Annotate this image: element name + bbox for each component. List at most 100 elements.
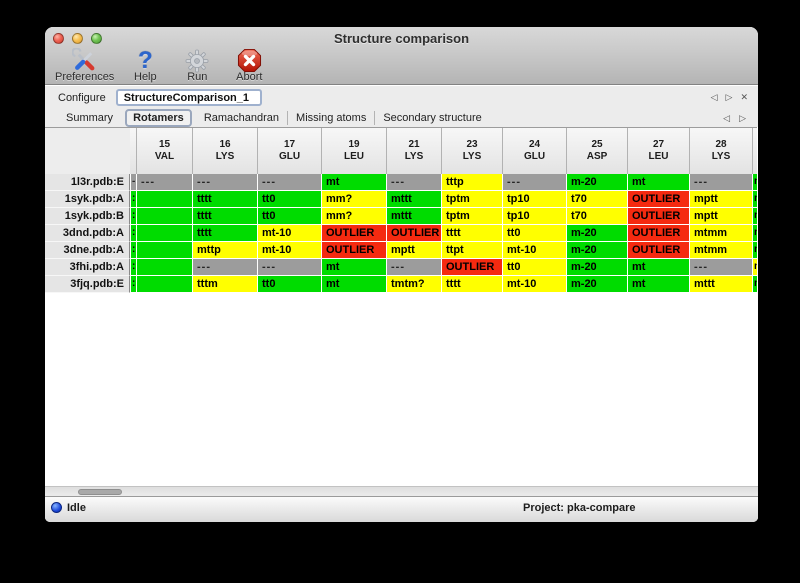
preferences-button[interactable]: Preferences [55,48,114,83]
cell-3fjq.pdb:E-15[interactable] [136,276,192,293]
cell-clipped-left[interactable]: : [130,191,136,208]
cell-3dne.pdb:A-21[interactable]: mptt [386,242,441,259]
configure-name-input[interactable]: StructureComparison_1 [115,89,262,106]
cell-1syk.pdb:A-24[interactable]: tp10 [502,191,566,208]
close-window-button[interactable] [53,33,64,44]
cell-clipped-right[interactable]: m [752,276,757,293]
cell-3dne.pdb:A-16[interactable]: mttp [192,242,257,259]
cell-3fjq.pdb:E-16[interactable]: tttm [192,276,257,293]
cell-3fjq.pdb:E-17[interactable]: tt0 [257,276,321,293]
cell-3fhi.pdb:A-27[interactable]: mt [627,259,689,276]
cell-3fjq.pdb:E-27[interactable]: mt [627,276,689,293]
cell-1l3r.pdb:E-25[interactable]: m-20 [566,174,627,191]
cell-1syk.pdb:B-15[interactable] [136,208,192,225]
titlebar[interactable]: Structure comparison [45,27,758,49]
cell-1l3r.pdb:E-28[interactable]: --- [689,174,752,191]
cell-1l3r.pdb:E-23[interactable]: tttp [441,174,502,191]
cell-3fhi.pdb:A-24[interactable]: tt0 [502,259,566,276]
cell-clipped-right[interactable]: m [752,225,757,242]
tabs-next-icon[interactable]: ▷ [739,112,746,123]
cell-1syk.pdb:A-28[interactable]: mptt [689,191,752,208]
cell-3fjq.pdb:E-25[interactable]: m-20 [566,276,627,293]
cell-3dnd.pdb:A-16[interactable]: tttt [192,225,257,242]
cell-3dnd.pdb:A-21[interactable]: OUTLIER [386,225,441,242]
cell-3fjq.pdb:E-24[interactable]: mt-10 [502,276,566,293]
minimize-window-button[interactable] [72,33,83,44]
horizontal-scrollbar-thumb[interactable] [78,489,122,495]
cell-clipped-left[interactable]: : [130,242,136,259]
cell-3fhi.pdb:A-21[interactable]: --- [386,259,441,276]
cell-3fjq.pdb:E-28[interactable]: mttt [689,276,752,293]
panel-next-icon[interactable]: ▷ [725,92,733,102]
cell-3dnd.pdb:A-24[interactable]: tt0 [502,225,566,242]
cell-1syk.pdb:B-16[interactable]: tttt [192,208,257,225]
cell-1syk.pdb:B-25[interactable]: t70 [566,208,627,225]
help-button[interactable]: ? Help [124,48,166,83]
tab-secondary-structure[interactable]: Secondary structure [374,111,489,125]
cell-clipped-right[interactable]: m [752,242,757,259]
cell-1l3r.pdb:E-15[interactable]: --- [136,174,192,191]
cell-clipped-left[interactable]: : [130,208,136,225]
cell-1syk.pdb:A-27[interactable]: OUTLIER [627,191,689,208]
cell-3fhi.pdb:A-19[interactable]: mt [321,259,386,276]
cell-3fhi.pdb:A-15[interactable] [136,259,192,276]
cell-1syk.pdb:B-27[interactable]: OUTLIER [627,208,689,225]
cell-clipped-right[interactable]: m [752,174,757,191]
cell-1syk.pdb:A-16[interactable]: tttt [192,191,257,208]
cell-3fjq.pdb:E-23[interactable]: tttt [441,276,502,293]
cell-1syk.pdb:A-21[interactable]: mttt [386,191,441,208]
cell-1syk.pdb:A-17[interactable]: tt0 [257,191,321,208]
cell-1syk.pdb:B-23[interactable]: tptm [441,208,502,225]
panel-prev-icon[interactable]: ◁ [710,92,718,102]
cell-1syk.pdb:A-15[interactable] [136,191,192,208]
cell-1syk.pdb:B-17[interactable]: tt0 [257,208,321,225]
cell-3dne.pdb:A-24[interactable]: mt-10 [502,242,566,259]
cell-clipped-left[interactable]: : [130,276,136,293]
cell-1syk.pdb:B-21[interactable]: mttt [386,208,441,225]
cell-3dne.pdb:A-19[interactable]: OUTLIER [321,242,386,259]
cell-3fhi.pdb:A-23[interactable]: OUTLIER [441,259,502,276]
cell-3fjq.pdb:E-21[interactable]: tmtm? [386,276,441,293]
cell-3dnd.pdb:A-19[interactable]: OUTLIER [321,225,386,242]
cell-3dnd.pdb:A-17[interactable]: mt-10 [257,225,321,242]
cell-1l3r.pdb:E-17[interactable]: --- [257,174,321,191]
cell-1l3r.pdb:E-19[interactable]: mt [321,174,386,191]
cell-clipped-right[interactable]: m [752,191,757,208]
cell-1l3r.pdb:E-27[interactable]: mt [627,174,689,191]
cell-clipped-left[interactable]: : [130,259,136,276]
cell-1syk.pdb:A-19[interactable]: mm? [321,191,386,208]
tab-missing-atoms[interactable]: Missing atoms [287,111,374,125]
cell-3fhi.pdb:A-17[interactable]: --- [257,259,321,276]
horizontal-scrollbar[interactable] [45,486,758,496]
cell-3dnd.pdb:A-27[interactable]: OUTLIER [627,225,689,242]
cell-1syk.pdb:B-24[interactable]: tp10 [502,208,566,225]
cell-1syk.pdb:B-19[interactable]: mm? [321,208,386,225]
tab-ramachandran[interactable]: Ramachandran [203,112,280,124]
cell-3dne.pdb:A-15[interactable] [136,242,192,259]
cell-3dnd.pdb:A-25[interactable]: m-20 [566,225,627,242]
cell-clipped-left[interactable]: - [130,174,136,191]
zoom-window-button[interactable] [91,33,102,44]
cell-clipped-left[interactable]: : [130,225,136,242]
run-button[interactable]: Run [176,48,218,83]
cell-1syk.pdb:A-25[interactable]: t70 [566,191,627,208]
tab-rotamers[interactable]: Rotamers [125,109,192,127]
cell-3fjq.pdb:E-19[interactable]: mt [321,276,386,293]
cell-1syk.pdb:B-28[interactable]: mptt [689,208,752,225]
cell-clipped-right[interactable]: m [752,208,757,225]
abort-button[interactable]: Abort [228,48,270,83]
cell-clipped-right[interactable]: m [752,259,757,276]
cell-3dnd.pdb:A-15[interactable] [136,225,192,242]
tab-summary[interactable]: Summary [66,112,114,124]
cell-1l3r.pdb:E-16[interactable]: --- [192,174,257,191]
cell-3fhi.pdb:A-28[interactable]: --- [689,259,752,276]
cell-3dne.pdb:A-27[interactable]: OUTLIER [627,242,689,259]
cell-3fhi.pdb:A-16[interactable]: --- [192,259,257,276]
tabs-prev-icon[interactable]: ◁ [723,112,731,123]
cell-3dne.pdb:A-25[interactable]: m-20 [566,242,627,259]
cell-3dnd.pdb:A-28[interactable]: mtmm [689,225,752,242]
cell-3dnd.pdb:A-23[interactable]: tttt [441,225,502,242]
cell-1syk.pdb:A-23[interactable]: tptm [441,191,502,208]
cell-1l3r.pdb:E-21[interactable]: --- [386,174,441,191]
cell-3dne.pdb:A-28[interactable]: mtmm [689,242,752,259]
